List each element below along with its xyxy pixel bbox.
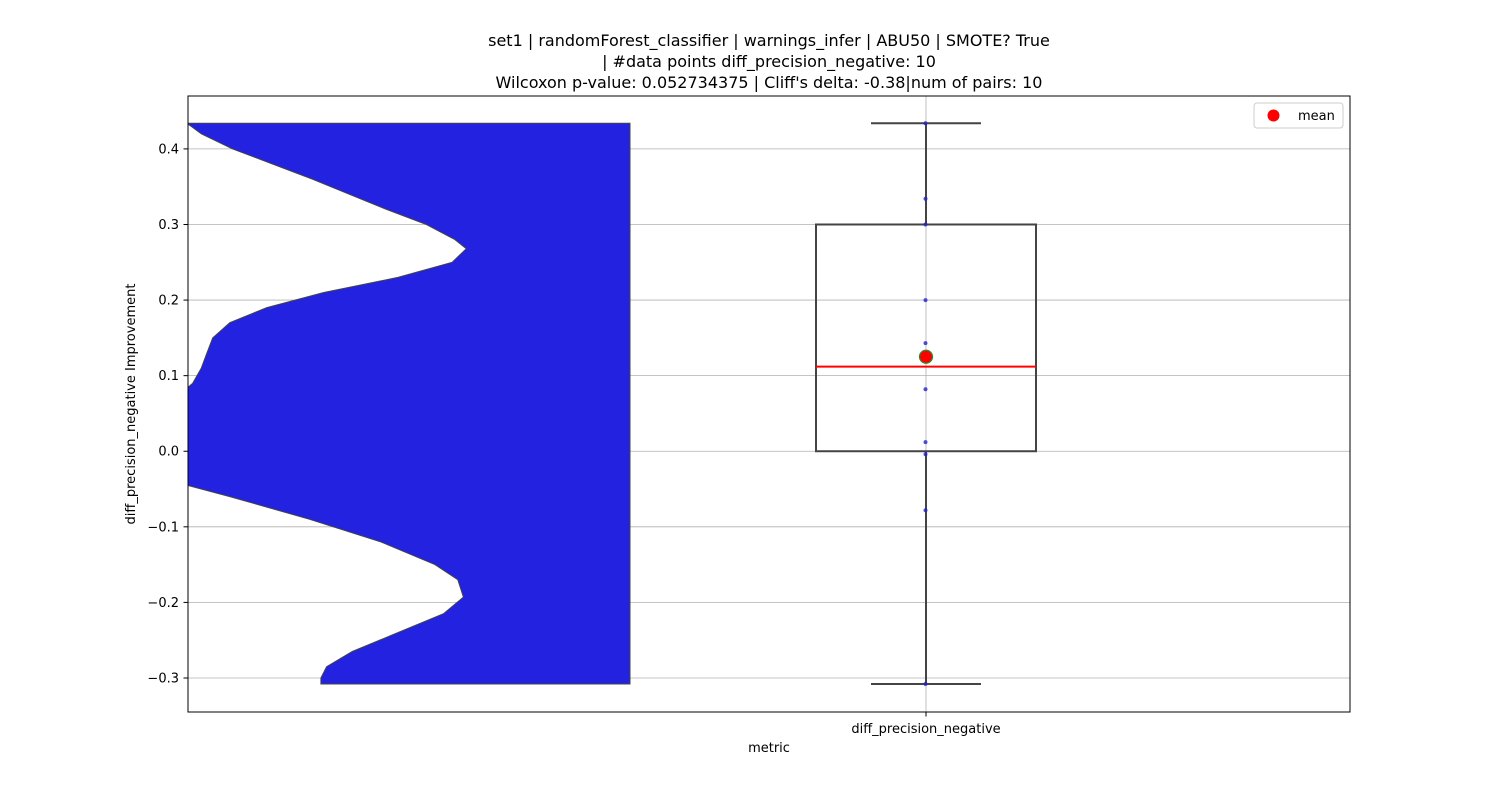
y-axis-ticks: −0.3 −0.2 −0.1 0.0 0.1 0.2 0.3 0.4 (147, 142, 188, 686)
data-point (923, 440, 928, 445)
data-point (923, 452, 928, 457)
data-point (923, 508, 928, 513)
y-tick-label: −0.3 (147, 671, 179, 686)
data-point (923, 222, 928, 227)
y-tick-label: 0.1 (158, 369, 179, 384)
y-tick-label: 0.0 (158, 445, 179, 460)
y-tick-label: −0.2 (147, 596, 179, 611)
data-points (918, 121, 934, 687)
legend-mean-marker (1267, 109, 1280, 122)
data-point (923, 196, 928, 201)
plot-area-frame (187, 95, 1351, 713)
y-tick-label: −0.1 (147, 520, 179, 535)
x-axis: diff_precision_negative (851, 712, 1001, 737)
chart-title: set1 | randomForest_classifier | warning… (488, 31, 1050, 92)
data-point (923, 387, 928, 392)
violin-shape (188, 122, 631, 685)
y-tick-label: 0.2 (158, 294, 179, 309)
legend-mean-label: mean (1298, 109, 1335, 124)
title-line-1: set1 | randomForest_classifier | warning… (488, 31, 1050, 51)
data-point (923, 121, 928, 126)
y-tick-label: 0.3 (158, 218, 179, 233)
data-point (923, 682, 928, 687)
mean-marker (918, 349, 934, 364)
legend-box (1253, 102, 1344, 129)
data-point (923, 341, 928, 346)
title-line-2: | #data points diff_precision_negative: … (602, 52, 936, 72)
data-point (923, 298, 928, 303)
x-tick-label: diff_precision_negative (851, 722, 1000, 737)
legend: mean (1253, 102, 1344, 129)
x-axis-label: metric (748, 741, 790, 756)
y-axis-label: diff_precision_negative Improvement (124, 284, 139, 525)
y-tick-label: 0.4 (158, 142, 179, 157)
title-line-3: Wilcoxon p-value: 0.052734375 | Cliff's … (496, 73, 1043, 92)
